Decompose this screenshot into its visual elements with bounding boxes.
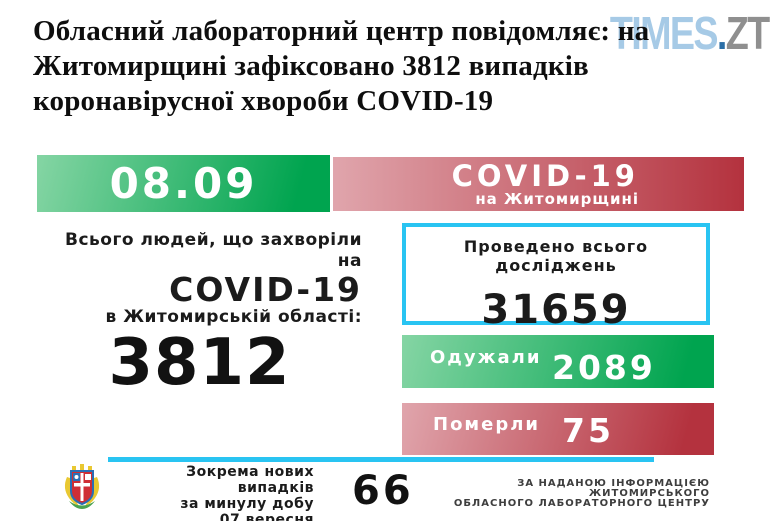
tests-label: Проведено всього досліджень <box>463 237 649 275</box>
divider-line <box>108 457 654 462</box>
headline-line: Обласний лабораторний центр повідомляє: … <box>33 15 650 47</box>
covid-title: COVID-19 <box>451 158 639 193</box>
headline-line: коронавірусної хвороби COVID-19 <box>33 85 494 117</box>
logo-dot: . <box>717 7 727 59</box>
article-headline: Обласний лабораторний центр повідомляє: … <box>33 14 753 119</box>
headline-line: Житомирщині зафіксовано 3812 випадків <box>33 50 589 82</box>
recovered-banner: Одужали 2089 <box>402 335 714 388</box>
credit-line2: ОБЛАСНОГО ЛАБОРАТОРНОГО ЦЕНТРУ <box>453 498 710 509</box>
new-cases-line1: Зокрема нових випадків <box>186 464 314 496</box>
recovered-value: 2089 <box>552 348 656 387</box>
tests-box: Проведено всього досліджень 31659 <box>402 223 710 333</box>
new-cases-line3: 07 вересня <box>219 512 314 521</box>
site-logo[interactable]: TIMES.ZT <box>610 6 770 60</box>
total-cases-value: 3812 <box>108 326 291 400</box>
new-cases-block: Зокрема нових випадків за минулу добу 07… <box>128 464 314 521</box>
new-cases-value: 66 <box>352 468 414 514</box>
date-banner: 08.09 <box>37 155 330 212</box>
died-label: Померли <box>433 414 541 435</box>
total-cases-line1: Всього людей, що захворіли на <box>65 230 362 271</box>
credit-line1: ЗА НАДАНОЮ ІНФОРМАЦІЄЮ ЖИТОМИРСЬКОГО <box>517 478 710 499</box>
total-cases-line3: в Житомирській області: <box>105 307 362 327</box>
logo-zt-text: ZT <box>726 7 770 59</box>
new-cases-line2: за минулу добу <box>180 496 314 512</box>
coat-of-arms-icon <box>64 464 100 509</box>
died-banner: Померли 75 <box>402 403 714 455</box>
credit-note: ЗА НАДАНОЮ ІНФОРМАЦІЄЮ ЖИТОМИРСЬКОГО ОБЛ… <box>420 479 710 509</box>
total-cases-line2: COVID-19 <box>169 270 362 309</box>
covid-title-banner: COVID-19 на Житомирщині <box>333 157 744 211</box>
date-text: 08.09 <box>109 159 258 208</box>
tests-value: 31659 <box>481 287 631 333</box>
died-value: 75 <box>562 411 614 450</box>
covid-subtitle: на Житомирщині <box>475 189 639 208</box>
logo-times-text: TIMES <box>610 7 719 59</box>
total-cases-block: Всього людей, що захворіли на COVID-19 в… <box>37 230 362 327</box>
recovered-label: Одужали <box>430 347 542 368</box>
